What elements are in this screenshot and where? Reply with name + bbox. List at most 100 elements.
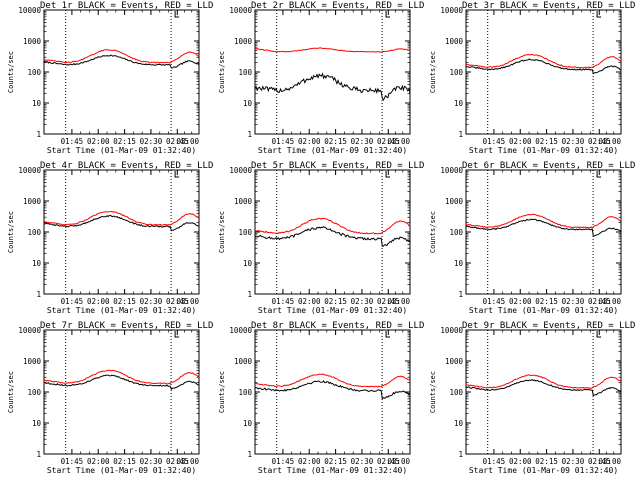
y-tick-label: 1: [36, 450, 41, 459]
y-tick-label: 1000: [23, 197, 42, 206]
x-axis-label: Start Time (01-Mar-09 01:32:40): [47, 146, 196, 155]
x-tick-label: 02:30: [351, 457, 374, 466]
y-tick-label: 10: [32, 259, 42, 268]
y-tick-label: 10000: [229, 326, 252, 335]
x-tick-label: 02:15: [113, 457, 136, 466]
x-tick-label: 02:15: [535, 297, 558, 306]
x-tick-label: 03:00: [598, 297, 621, 306]
x-tick-label: 02:15: [113, 137, 136, 146]
y-axis-label: Counts/sec: [429, 51, 437, 93]
plot-frame: [43, 9, 200, 135]
x-tick-label: 01:45: [61, 297, 84, 306]
interval-bracket-mark: [596, 11, 602, 18]
chart-title: Det 6r BLACK = Events, RED = LLD: [462, 161, 635, 171]
events-series-line: [43, 374, 200, 391]
chart-panel: Det 3r BLACK = Events, RED = LLD 1 10 100 10…: [429, 1, 635, 155]
chart-title: Det 4r BLACK = Events, RED = LLD: [40, 161, 213, 171]
events-series-line: [465, 218, 622, 237]
chart-panel: Det 9r BLACK = Events, RED = LLD 1 10 100 10…: [429, 321, 635, 475]
x-tick-label: 03:00: [387, 457, 410, 466]
x-tick-label: 02:30: [562, 137, 585, 146]
y-tick-label: 100: [449, 68, 463, 77]
y-tick-label: 10000: [18, 166, 41, 175]
interval-bracket-mark: [385, 331, 391, 338]
x-tick-label: 03:00: [598, 137, 621, 146]
y-tick-label: 10: [454, 259, 464, 268]
x-tick-label: 02:45: [588, 137, 611, 146]
lld-series-line: [43, 49, 200, 64]
y-tick-label: 100: [238, 388, 252, 397]
y-tick-label: 10000: [440, 166, 463, 175]
x-tick-label: 02:15: [535, 137, 558, 146]
x-tick-label: 01:45: [272, 457, 295, 466]
y-tick-label: 100: [27, 68, 41, 77]
lld-series-line: [43, 369, 200, 385]
x-axis-label: Start Time (01-Mar-09 01:32:40): [469, 466, 618, 475]
chart-title: Det 7r BLACK = Events, RED = LLD: [40, 321, 213, 331]
y-tick-label: 100: [449, 388, 463, 397]
y-tick-label: 1000: [23, 357, 42, 366]
y-tick-label: 10000: [440, 6, 463, 15]
x-tick-label: 02:45: [377, 297, 400, 306]
x-tick-label: 02:45: [166, 137, 189, 146]
plot-frame: [43, 169, 200, 295]
y-tick-label: 10: [454, 99, 464, 108]
y-tick-label: 10: [243, 259, 253, 268]
y-tick-label: 1: [247, 290, 252, 299]
x-tick-label: 02:30: [351, 137, 374, 146]
y-tick-label: 100: [449, 228, 463, 237]
x-tick-label: 02:45: [377, 137, 400, 146]
lld-series-line: [465, 374, 622, 389]
chart-title: Det 8r BLACK = Events, RED = LLD: [251, 321, 424, 331]
chart-title: Det 3r BLACK = Events, RED = LLD: [462, 1, 635, 11]
x-tick-label: 03:00: [176, 297, 199, 306]
events-series-line: [465, 58, 622, 75]
interval-bracket-mark: [385, 171, 391, 178]
x-axis-label: Start Time (01-Mar-09 01:32:40): [469, 306, 618, 315]
plot-frame: [254, 169, 411, 295]
chart-panel: Det 5r BLACK = Events, RED = LLD 1 10 100 10…: [218, 161, 424, 315]
y-axis-label: Counts/sec: [429, 211, 437, 253]
plot-frame: [465, 329, 622, 455]
x-axis-label: Start Time (01-Mar-09 01:32:40): [47, 466, 196, 475]
y-tick-label: 1000: [23, 37, 42, 46]
x-tick-label: 03:00: [387, 137, 410, 146]
lld-series-line: [44, 210, 200, 226]
interval-bracket-mark: [596, 171, 602, 178]
y-tick-label: 1: [247, 450, 252, 459]
x-tick-label: 01:45: [483, 137, 506, 146]
x-tick-label: 02:00: [509, 457, 532, 466]
plot-frame: [43, 329, 200, 455]
y-tick-label: 10000: [440, 326, 463, 335]
lld-series-line: [465, 213, 622, 229]
plot-frame: [254, 329, 411, 455]
x-axis-label: Start Time (01-Mar-09 01:32:40): [258, 306, 407, 315]
interval-bracket-mark: [174, 171, 180, 178]
y-axis-label: Counts/sec: [429, 371, 437, 413]
y-axis-label: Counts/sec: [7, 371, 15, 413]
x-tick-label: 03:00: [176, 137, 199, 146]
x-tick-label: 02:00: [87, 297, 110, 306]
x-tick-label: 02:00: [298, 137, 321, 146]
chart-title: Det 1r BLACK = Events, RED = LLD: [40, 1, 213, 11]
x-tick-label: 03:00: [176, 457, 199, 466]
y-tick-label: 1: [247, 130, 252, 139]
y-tick-label: 10000: [229, 166, 252, 175]
y-tick-label: 100: [27, 388, 41, 397]
x-tick-label: 01:45: [272, 297, 295, 306]
chart-panel: Det 6r BLACK = Events, RED = LLD 1 10 100 10…: [429, 161, 635, 315]
x-tick-label: 02:45: [166, 297, 189, 306]
y-tick-label: 10: [32, 99, 42, 108]
lld-series-line: [255, 373, 411, 388]
y-tick-label: 100: [238, 228, 252, 237]
y-tick-label: 1: [458, 290, 463, 299]
x-tick-label: 02:30: [351, 297, 374, 306]
x-tick-label: 02:00: [298, 297, 321, 306]
y-tick-label: 1: [36, 130, 41, 139]
y-axis-label: Counts/sec: [7, 211, 15, 253]
events-series-line: [254, 72, 411, 101]
lld-series-line: [254, 47, 411, 53]
chart-panel: Det 2r BLACK = Events, RED = LLD 1 10 100 10…: [218, 1, 424, 155]
x-tick-label: 01:45: [61, 457, 84, 466]
